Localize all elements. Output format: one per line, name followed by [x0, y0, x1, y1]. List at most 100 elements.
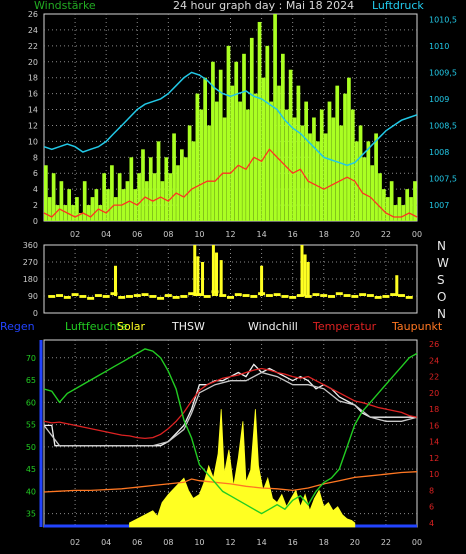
- y-tick-label: 4: [33, 185, 38, 194]
- direction-mark: [289, 296, 297, 299]
- direction-mark: [281, 295, 289, 298]
- wind-bar: [308, 133, 312, 221]
- direction-spike: [201, 262, 205, 296]
- wind-bar: [176, 165, 180, 221]
- wind-bar: [242, 53, 246, 221]
- wind-bar: [63, 205, 68, 221]
- wind-bar: [362, 157, 367, 221]
- direction-mark: [110, 292, 118, 296]
- wind-bar: [156, 141, 161, 221]
- y2-tick-label: 24: [429, 356, 439, 365]
- pressure-axis-title: Luftdruck: [372, 0, 424, 12]
- y-tick-label: 90: [28, 292, 38, 301]
- wind-bar: [71, 205, 75, 221]
- direction-mark: [203, 295, 211, 298]
- wind-bar: [273, 14, 277, 221]
- direction-mark: [125, 295, 133, 298]
- direction-mark: [351, 295, 359, 298]
- wind-bar: [59, 181, 64, 221]
- y-tick-label: 360: [23, 241, 38, 250]
- wind-bar: [397, 197, 402, 221]
- direction-mark: [133, 294, 141, 297]
- wind-bar: [261, 77, 266, 221]
- y2-tick-label: 1008: [429, 148, 449, 157]
- wind-bar: [409, 197, 413, 221]
- x-tick-label: 14: [256, 538, 266, 547]
- direction-mark: [320, 294, 328, 297]
- wind-bar: [370, 165, 375, 221]
- y2-tick-label: 1010: [429, 42, 449, 51]
- y2-tick-label: 20: [429, 389, 439, 398]
- y2-tick-label: 1009: [429, 95, 449, 104]
- wind-average-line: [43, 148, 418, 218]
- direction-mark: [87, 296, 95, 300]
- wind-bar: [187, 125, 192, 221]
- wind-bar: [90, 197, 95, 221]
- pressure-line: [43, 71, 418, 167]
- direction-mark: [56, 294, 64, 297]
- direction-mark: [79, 295, 87, 298]
- y-tick-label: 180: [23, 275, 38, 284]
- direction-mark: [149, 295, 157, 298]
- direction-mark: [234, 293, 242, 296]
- wind-bar: [312, 117, 316, 221]
- wind-bar: [292, 117, 297, 221]
- direction-mark: [219, 294, 227, 297]
- y2-tick-label: 14: [429, 438, 439, 447]
- wind-bar: [277, 85, 281, 222]
- wind-bar: [129, 157, 134, 221]
- y-tick-label: 24: [28, 26, 38, 35]
- direction-mark: [335, 292, 343, 296]
- direction-spike: [260, 265, 264, 296]
- y2-tick-label: 6: [429, 503, 434, 512]
- x-tick-label: 20: [350, 538, 360, 547]
- direction-mark: [397, 294, 405, 297]
- y-tick-label: 45: [26, 465, 36, 474]
- wind-bar: [304, 101, 309, 221]
- direction-mark: [102, 295, 110, 298]
- direction-spike: [300, 245, 304, 296]
- x-tick-label: 10: [194, 230, 204, 239]
- legend-taupunkt: Taupunkt: [391, 320, 443, 333]
- wind-bar: [374, 133, 378, 221]
- wind-bar: [265, 45, 270, 221]
- y2-tick-label: 10: [429, 470, 439, 479]
- wind-bar: [226, 45, 231, 221]
- direction-mark: [328, 295, 336, 298]
- direction-mark: [273, 293, 281, 296]
- direction-mark: [180, 295, 188, 298]
- wind-bar: [249, 37, 254, 222]
- direction-mark: [390, 293, 398, 296]
- y-tick-label: 20: [28, 58, 38, 67]
- wind-bar: [288, 69, 293, 221]
- wind-bar: [405, 189, 410, 221]
- temperature-line: [43, 367, 418, 440]
- y-tick-label: 60: [26, 398, 36, 407]
- x-tick-label: 02: [70, 538, 80, 547]
- y-tick-label: 40: [26, 487, 36, 496]
- temperature-humidity-panel: 35 40 45 50 55 60 65 70 4 6 8 10 12 14 16 18 20 22 24 26 02 0…: [26, 339, 439, 547]
- y-tick-label: 35: [26, 510, 36, 519]
- y-tick-label: 26: [28, 10, 38, 19]
- direction-spike: [215, 252, 219, 296]
- direction-mark: [48, 295, 56, 298]
- legend: Regen Luftfeuchte Solar THSW Windchill T…: [0, 320, 443, 333]
- direction-mark: [63, 296, 71, 299]
- wind-bar: [94, 189, 99, 221]
- direction-mark: [118, 296, 126, 299]
- y-tick-label: 12: [28, 121, 38, 130]
- y2-tick-label: 18: [429, 405, 439, 414]
- wind-bar: [366, 141, 371, 221]
- x-tick-label: 08: [163, 230, 173, 239]
- x-tick-label: 14: [256, 230, 266, 239]
- wind-bar: [284, 109, 289, 221]
- wind-bar: [211, 61, 215, 222]
- direction-mark: [227, 296, 234, 299]
- direction-mark: [359, 293, 367, 296]
- legend-solar: Solar: [117, 320, 146, 333]
- direction-mark: [312, 293, 320, 296]
- y-tick-label: 0: [33, 309, 38, 318]
- direction-mark: [250, 295, 258, 298]
- wind-bar: [75, 197, 79, 221]
